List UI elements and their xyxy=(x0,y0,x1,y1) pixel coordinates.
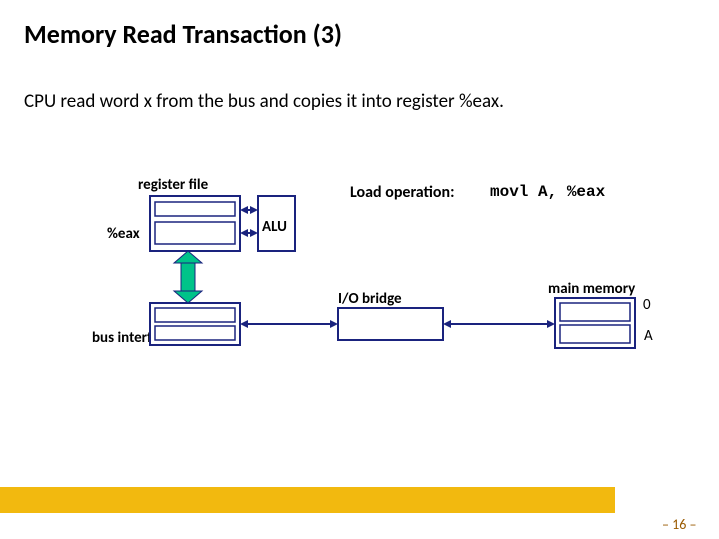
diagram-svg xyxy=(0,0,719,539)
footer-bar xyxy=(0,487,615,513)
page-number: – 16 – xyxy=(662,516,696,533)
